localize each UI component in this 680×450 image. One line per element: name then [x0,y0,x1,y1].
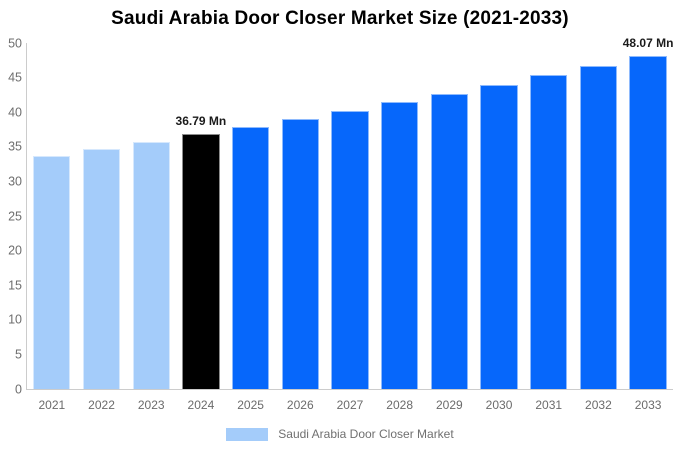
chart-title: Saudi Arabia Door Closer Market Size (20… [111,8,569,29]
bar-slot-2030: 2030 [474,43,524,412]
y-tick-label: 50 [8,35,22,50]
y-tick-label: 0 [15,381,22,396]
bar-2024 [182,134,220,389]
bar-2025 [231,126,270,389]
legend-label: Saudi Arabia Door Closer Market [278,427,454,441]
y-tick-label: 25 [8,208,22,223]
bar-slot-2033: 2033 48.07 Mn [623,36,674,412]
x-tick-label-2022: 2022 [88,398,115,412]
bar-2031 [530,75,568,389]
y-tick-label: 35 [8,139,22,154]
bar-2022 [82,149,121,389]
x-tick-label-2021: 2021 [38,398,66,412]
bar-2030 [480,84,518,389]
bar-2021 [33,156,71,389]
y-tick-label: 30 [8,174,22,189]
bar-2029 [430,93,468,389]
x-tick-label-2028: 2028 [386,398,413,412]
x-tick-label-2027: 2027 [336,398,364,412]
value-label-2024: 36.79 Mn [175,114,227,129]
x-tick-label-2025: 2025 [237,398,264,412]
x-tick-label-2026: 2026 [286,398,314,412]
x-tick-label-2024: 2024 [187,398,215,412]
bar-slot-2024: 2024 36.79 Mn [175,43,227,412]
bar-slot-2031: 2031 [524,43,574,412]
bar-2033 [629,56,667,389]
bar-slot-2021: 2021 [27,43,77,412]
y-tick-label: 40 [8,104,22,119]
legend: Saudi Arabia Door Closer Market [0,427,680,441]
x-tick-label-2030: 2030 [485,398,513,412]
x-tick-label-2032: 2032 [585,398,612,412]
plot-area: 0 5 10 15 20 25 30 35 40 45 50 2021 2022 2023 2024 36.… [8,36,674,412]
bar-slot-2026: 2026 [275,43,325,412]
bar-2027 [331,110,369,389]
bar-slot-2025: 2025 [226,43,276,412]
y-tick-label: 5 [15,347,22,362]
y-tick-label: 20 [8,243,22,258]
y-tick-label: 45 [8,70,22,85]
bars-container: 2021 2022 2023 2024 36.79 Mn 2025 2026 2027 2028… [27,36,674,412]
bar-slot-2023: 2023 [126,43,176,412]
bar-slot-2022: 2022 [77,43,127,412]
bar-slot-2032: 2032 [574,43,624,412]
x-tick-label-2029: 2029 [435,398,463,412]
x-tick-label-2031: 2031 [535,398,563,412]
legend-swatch [226,427,269,441]
x-tick-label-2033: 2033 [634,398,662,412]
bar-slot-2027: 2027 [325,43,375,412]
bar-2028 [381,102,419,389]
bar-2023 [132,141,170,389]
y-tick-label: 10 [8,312,22,327]
value-label-2033: 48.07 Mn [622,36,674,51]
bar-slot-2029: 2029 [425,43,475,412]
bar-slot-2028: 2028 [375,43,425,412]
bar-2026 [281,118,319,389]
bar-2032 [579,65,618,389]
y-tick-label: 15 [8,277,22,292]
x-tick-label-2023: 2023 [137,398,165,412]
